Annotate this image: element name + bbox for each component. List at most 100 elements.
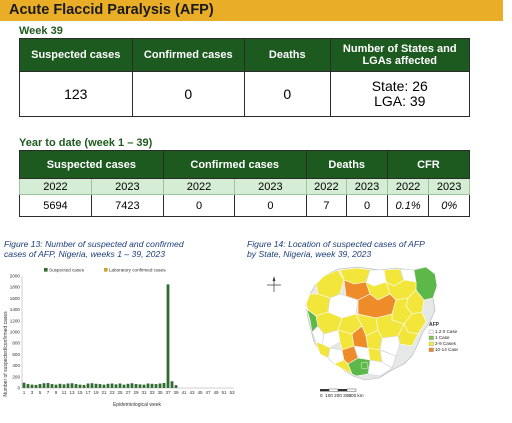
y-tick-label: 1400 bbox=[10, 307, 21, 312]
figure13-caption: Figure 13: Number of suspected and confi… bbox=[4, 239, 184, 259]
bar-suspected-week-11 bbox=[62, 384, 66, 388]
map-legend-swatch bbox=[428, 341, 434, 346]
scale-bar bbox=[320, 388, 357, 392]
map-legend-swatch bbox=[428, 329, 434, 334]
state-region bbox=[379, 335, 401, 357]
ytd-summary-table: Suspected cases Confirmed cases Deaths C… bbox=[19, 150, 471, 217]
x-tick-label: 47 bbox=[205, 390, 211, 395]
x-tick-label: 7 bbox=[47, 390, 50, 395]
x-tick-label: 41 bbox=[181, 390, 187, 395]
x-tick-label: 43 bbox=[189, 390, 195, 395]
bar-suspected-week-37 bbox=[166, 284, 170, 388]
y-tick-label: 800 bbox=[12, 341, 20, 346]
x-tick-label: 15 bbox=[77, 390, 83, 395]
bar-suspected-week-15 bbox=[78, 384, 82, 388]
bar-suspected-week-4 bbox=[34, 384, 38, 388]
bar-suspected-week-33 bbox=[150, 383, 154, 388]
ytd-confirmed-2022: 0 bbox=[162, 194, 236, 217]
year-cell: 2023 bbox=[90, 178, 164, 195]
header-confirmed: Confirmed cases bbox=[131, 38, 245, 72]
value-lgas: LGA: 39 bbox=[374, 93, 426, 109]
ytd-suspected-2023: 7423 bbox=[90, 194, 164, 217]
y-tick-label: 1000 bbox=[10, 330, 21, 335]
chart-legend: Suspected cases Laboratory confirmed case… bbox=[44, 267, 166, 272]
header-states-lgas: Number of States and LGAs affected bbox=[329, 38, 470, 72]
figure14-caption: Figure 14: Location of suspected cases o… bbox=[247, 239, 425, 259]
map-legend-swatch bbox=[428, 335, 434, 340]
x-tick-label: 39 bbox=[173, 390, 179, 395]
bar-suspected-week-20 bbox=[98, 384, 102, 388]
ytd-year-row: 2022 2023 2022 2023 2022 2023 2022 2023 bbox=[19, 178, 470, 195]
bar-suspected-week-27 bbox=[126, 383, 130, 388]
bar-suspected-week-34 bbox=[154, 384, 158, 388]
scale-bar-label: 300 bbox=[343, 393, 351, 398]
x-tick-label: 17 bbox=[85, 390, 91, 395]
week-label: Week 39 bbox=[19, 25, 63, 37]
y-tick-label: 2000 bbox=[10, 274, 21, 279]
x-tick-label: 23 bbox=[109, 390, 115, 395]
nigeria-state-regions bbox=[305, 266, 438, 381]
x-tick-label: 53 bbox=[229, 390, 235, 395]
y-tick-label: 600 bbox=[12, 352, 20, 357]
state-region bbox=[367, 359, 393, 377]
bar-suspected-week-35 bbox=[158, 383, 162, 388]
legend-swatch bbox=[104, 268, 108, 272]
bar-suspected-week-9 bbox=[54, 384, 58, 388]
x-tick-label: 13 bbox=[69, 390, 75, 395]
bar-suspected-week-17 bbox=[86, 383, 90, 388]
ytd-value-row: 5694 7423 0 0 7 0 0.1% 0% bbox=[19, 194, 470, 217]
legend-swatch bbox=[44, 268, 48, 272]
year-cell: 2022 bbox=[162, 178, 236, 195]
bar-suspected-week-24 bbox=[114, 384, 118, 388]
x-tick-label: 31 bbox=[141, 390, 147, 395]
figure14-caption-line2: by State, Nigeria, week 39, 2023 bbox=[247, 249, 372, 259]
value-suspected: 123 bbox=[19, 71, 133, 117]
value-states: State: 26 bbox=[371, 78, 428, 94]
year-cell: 2022 bbox=[386, 178, 430, 195]
map-legend-label: 1 Case bbox=[435, 335, 450, 340]
x-tick-label: 9 bbox=[55, 390, 58, 395]
value-states-lgas: State: 26 LGA: 39 bbox=[329, 71, 470, 117]
x-tick-label: 21 bbox=[101, 390, 107, 395]
bar-suspected-week-7 bbox=[46, 382, 50, 388]
bar-suspected-week-36 bbox=[162, 382, 166, 388]
figure13-caption-line1: Figure 13: Number of suspected and confi… bbox=[4, 239, 184, 249]
year-cell: 2022 bbox=[19, 178, 92, 195]
ytd-header-confirmed: Confirmed cases bbox=[162, 150, 307, 179]
bar-suspected-week-3 bbox=[30, 384, 34, 388]
chart-bars bbox=[22, 284, 178, 388]
x-axis-title: Epidemiological week bbox=[113, 402, 162, 408]
week-table-header-row: Suspected cases Confirmed cases Deaths N… bbox=[19, 38, 470, 72]
x-tick-label: 5 bbox=[39, 390, 42, 395]
chart-y-axis: 0 200 400 600 800 1000 1200 1400 1600 1800 2000 bbox=[10, 274, 23, 391]
year-cell: 2023 bbox=[234, 178, 307, 195]
ytd-table-header-row: Suspected cases Confirmed cases Deaths C… bbox=[19, 150, 471, 179]
bar-suspected-week-13 bbox=[70, 383, 74, 388]
year-cell: 2023 bbox=[428, 178, 470, 195]
ytd-deaths-2023: 0 bbox=[346, 194, 388, 217]
value-deaths: 0 bbox=[244, 71, 331, 117]
x-tick-label: 51 bbox=[221, 390, 227, 395]
section-title-bar: Acute Flaccid Paralysis (AFP) bbox=[0, 0, 503, 21]
bar-suspected-week-10 bbox=[58, 383, 62, 388]
x-tick-label: 3 bbox=[31, 390, 34, 395]
bar-suspected-week-22 bbox=[106, 383, 110, 388]
bar-suspected-week-30 bbox=[138, 384, 142, 388]
scale-bar-label: 0 bbox=[320, 393, 323, 398]
header-suspected: Suspected cases bbox=[19, 38, 133, 72]
map-legend-label: 1.2 0 Case bbox=[435, 329, 458, 334]
scale-bar-label: 200 bbox=[334, 393, 342, 398]
bar-suspected-week-19 bbox=[94, 383, 98, 388]
ytd-header-deaths: Deaths bbox=[305, 150, 388, 179]
map-legend-label: 2-9 Cases bbox=[435, 341, 457, 346]
bar-suspected-week-28 bbox=[130, 383, 134, 388]
figure13-caption-line2: cases of AFP, Nigeria, weeks 1 – 39, 202… bbox=[4, 249, 165, 259]
ytd-label: Year to date (week 1 – 39) bbox=[19, 137, 153, 149]
x-tick-label: 27 bbox=[125, 390, 131, 395]
x-tick-label: 49 bbox=[213, 390, 219, 395]
ytd-deaths-2022: 7 bbox=[305, 194, 348, 217]
ytd-confirmed-2023: 0 bbox=[234, 194, 307, 217]
